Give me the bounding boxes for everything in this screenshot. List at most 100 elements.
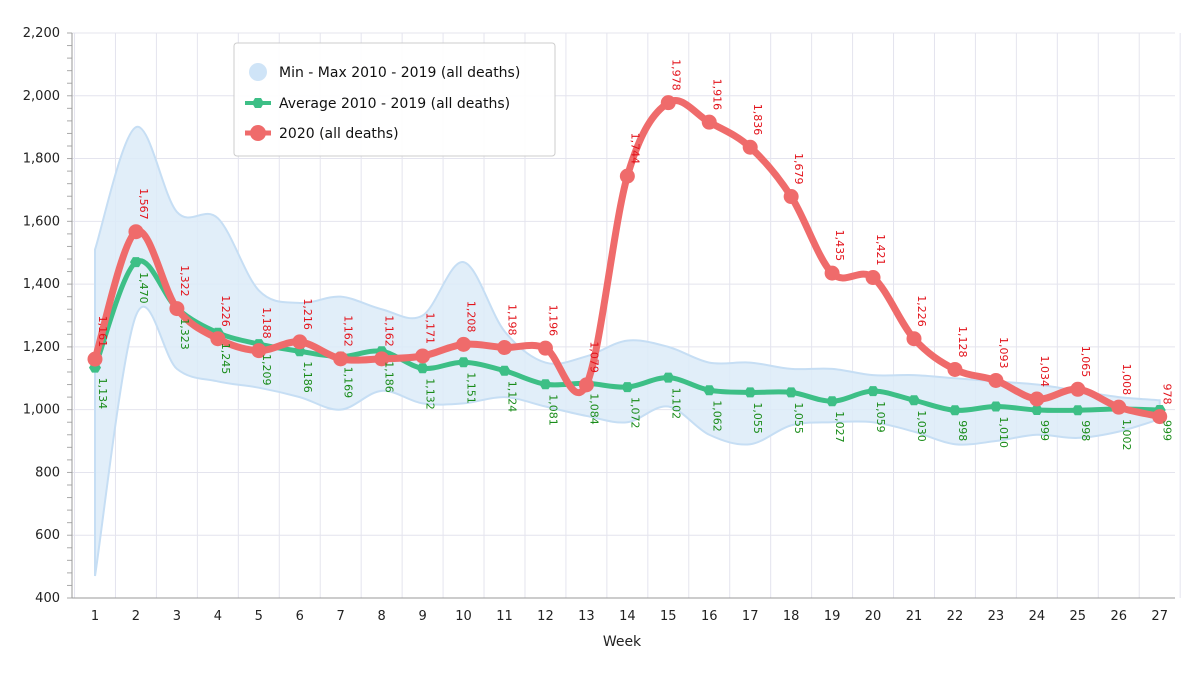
average-data-label: 1,072 xyxy=(628,397,641,429)
average-data-label: 999 xyxy=(1161,420,1174,441)
data-label-2020: 1,128 xyxy=(956,326,969,358)
marker-2020 xyxy=(865,270,881,286)
average-data-label: 999 xyxy=(1038,420,1051,441)
average-data-label: 1,470 xyxy=(137,272,150,304)
average-data-label: 1,245 xyxy=(219,343,232,375)
x-axis-title: Week xyxy=(603,634,642,650)
legend-average-label: Average 2010 - 2019 (all deaths) xyxy=(279,96,510,112)
data-label-2020: 978 xyxy=(1161,384,1174,405)
marker-2020 xyxy=(906,331,922,347)
average-marker xyxy=(129,257,142,268)
marker-2020 xyxy=(87,351,103,367)
data-label-2020: 1,079 xyxy=(587,341,600,373)
average-marker xyxy=(1030,404,1043,415)
data-label-2020: 1,226 xyxy=(219,295,232,327)
average-marker xyxy=(1071,405,1084,416)
average-data-label: 998 xyxy=(956,420,969,441)
average-data-label: 1,102 xyxy=(669,388,682,420)
x-tick-label: 19 xyxy=(824,609,841,624)
x-tick-label: 10 xyxy=(455,609,472,624)
x-tick-label: 3 xyxy=(173,609,181,624)
x-tick-label: 27 xyxy=(1151,609,1168,624)
data-label-2020: 1,744 xyxy=(628,133,641,165)
x-tick-label: 6 xyxy=(296,609,304,624)
legend-minmax-marker xyxy=(249,63,267,81)
average-marker xyxy=(416,363,429,374)
average-data-label: 1,062 xyxy=(710,400,723,432)
y-tick-label: 1,800 xyxy=(23,152,60,167)
average-data-label: 1,027 xyxy=(833,411,846,443)
marker-2020 xyxy=(1111,399,1127,415)
x-tick-label: 14 xyxy=(619,609,636,624)
y-tick-label: 400 xyxy=(35,591,60,606)
data-label-2020: 1,916 xyxy=(710,79,723,111)
legend-2020-marker xyxy=(250,125,266,141)
marker-2020 xyxy=(333,351,349,367)
data-label-2020: 1,435 xyxy=(833,230,846,262)
legend[interactable]: Min - Max 2010 - 2019 (all deaths) Avera… xyxy=(233,42,556,157)
average-marker xyxy=(621,382,634,393)
legend-item-minmax[interactable]: Min - Max 2010 - 2019 (all deaths) xyxy=(249,63,520,81)
average-data-label: 1,084 xyxy=(587,393,600,425)
marker-2020 xyxy=(415,348,431,364)
marker-2020 xyxy=(251,343,267,359)
x-tick-label: 20 xyxy=(865,609,882,624)
average-data-label: 1,002 xyxy=(1120,419,1133,451)
marker-2020 xyxy=(169,301,185,317)
average-data-label: 1,186 xyxy=(301,361,314,393)
marker-2020 xyxy=(1152,409,1168,425)
average-marker xyxy=(703,385,716,396)
average-marker xyxy=(948,405,961,416)
legend-item-average[interactable]: Average 2010 - 2019 (all deaths) xyxy=(245,96,510,112)
y-tick-label: 2,000 xyxy=(23,89,60,104)
y-tick-label: 1,000 xyxy=(23,403,60,418)
data-label-2020: 1,978 xyxy=(669,59,682,91)
legend-minmax-label: Min - Max 2010 - 2019 (all deaths) xyxy=(279,65,520,81)
marker-2020 xyxy=(497,340,512,356)
average-marker xyxy=(539,379,552,390)
x-tick-label: 24 xyxy=(1029,609,1046,624)
marker-2020 xyxy=(988,372,1004,388)
x-tick-label: 13 xyxy=(578,609,595,624)
average-data-label: 1,151 xyxy=(465,372,478,404)
axes: 400 600 800 1,000 1,200 1,400 1,600 1,800 2,000 2… xyxy=(23,26,1175,624)
legend-average-marker xyxy=(252,98,264,108)
y-tick-label: 800 xyxy=(35,465,60,480)
average-data-label: 1,124 xyxy=(506,381,519,413)
average-marker xyxy=(457,357,470,368)
average-data-label: 1,186 xyxy=(383,361,396,393)
average-data-label: 1,010 xyxy=(997,417,1010,449)
data-label-2020: 1,065 xyxy=(1079,346,1092,378)
marker-2020 xyxy=(701,114,717,130)
x-tick-label: 23 xyxy=(988,609,1005,624)
average-data-label: 1,132 xyxy=(424,378,437,410)
data-label-2020: 1,196 xyxy=(546,305,559,337)
marker-2020 xyxy=(660,95,676,111)
x-tick-label: 16 xyxy=(701,609,718,624)
marker-2020 xyxy=(947,361,963,377)
x-tick-label: 7 xyxy=(337,609,345,624)
average-marker xyxy=(826,396,839,407)
x-tick-label: 15 xyxy=(660,609,677,624)
data-label-2020: 1,162 xyxy=(342,315,355,347)
data-label-2020: 1,034 xyxy=(1038,355,1051,387)
data-label-2020: 1,161 xyxy=(96,316,109,348)
data-label-2020: 1,208 xyxy=(465,301,478,333)
average-marker xyxy=(293,346,306,357)
data-label-2020: 1,679 xyxy=(792,153,805,185)
data-label-2020: 1,093 xyxy=(997,337,1010,369)
marker-2020 xyxy=(128,224,144,240)
data-label-2020: 1,836 xyxy=(751,104,764,136)
x-tick-label: 26 xyxy=(1110,609,1127,624)
average-marker xyxy=(989,401,1002,412)
legend-item-2020[interactable]: 2020 (all deaths) xyxy=(245,125,399,142)
marker-2020 xyxy=(210,331,226,347)
average-marker xyxy=(662,372,675,383)
y-tick-label: 1,600 xyxy=(23,214,60,229)
x-tick-label: 1 xyxy=(91,609,99,624)
data-label-2020: 1,162 xyxy=(383,315,396,347)
average-data-label: 1,055 xyxy=(751,402,764,434)
x-tick-label: 11 xyxy=(496,609,513,624)
data-label-2020: 1,188 xyxy=(260,307,273,339)
